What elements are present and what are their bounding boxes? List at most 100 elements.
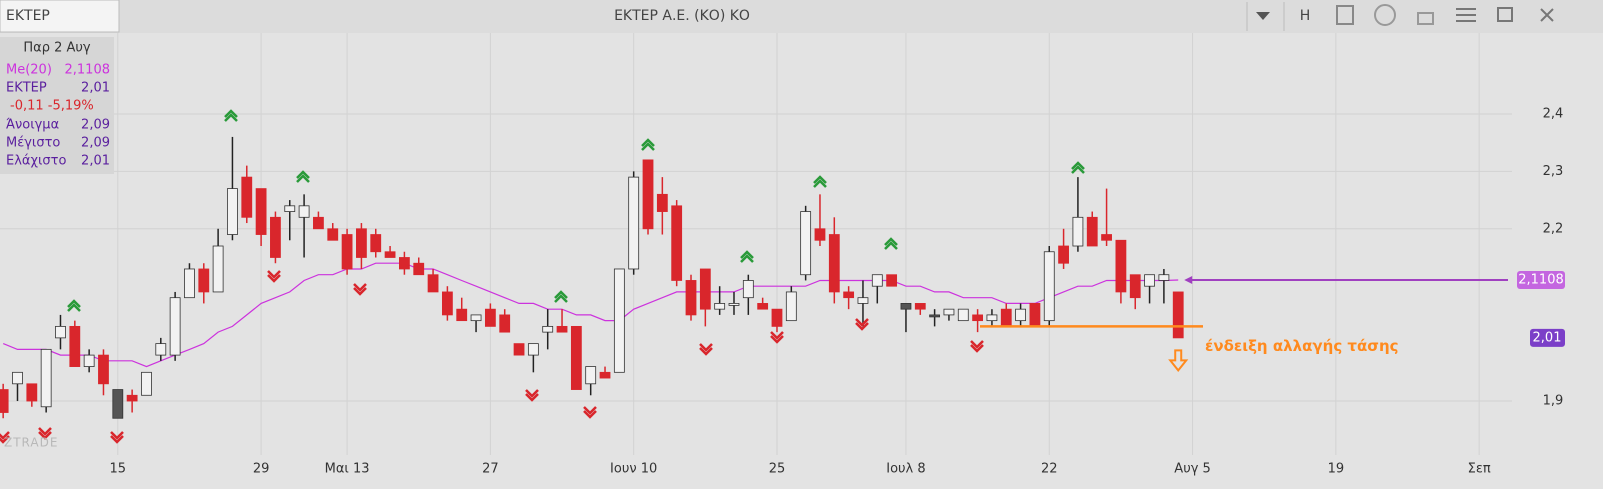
candle-body <box>542 325 554 333</box>
candle-body <box>613 268 625 373</box>
candle-body <box>986 314 998 322</box>
candle-body <box>671 205 683 281</box>
candle-body <box>1000 308 1012 327</box>
candle-body <box>699 268 711 310</box>
candle-body <box>914 303 926 310</box>
candle-body <box>40 348 52 408</box>
info-row-value: 2,01 <box>81 154 110 169</box>
candle-body <box>441 291 453 316</box>
candle-body <box>771 308 783 327</box>
candle-body <box>656 193 668 212</box>
candle-body <box>1072 216 1084 247</box>
candle-body <box>1144 274 1155 287</box>
candle-body <box>284 205 296 212</box>
down-marker <box>525 389 539 402</box>
candle-body <box>55 325 66 339</box>
menu-button[interactable] <box>1456 8 1476 22</box>
candle-body <box>1158 274 1170 281</box>
y-tick-label: 2,4 <box>1543 106 1564 121</box>
candle-body <box>98 354 109 385</box>
candle-body <box>212 245 224 293</box>
quote-button[interactable] <box>1374 4 1396 26</box>
pivot-markers <box>0 109 1085 444</box>
candle-body <box>1115 239 1127 293</box>
down-marker <box>38 427 52 440</box>
up-marker <box>884 237 898 250</box>
dropdown-button[interactable] <box>1256 12 1270 20</box>
x-tick-label: 29 <box>253 462 270 477</box>
candle-body <box>0 389 9 413</box>
x-tick-label: 15 <box>110 462 127 477</box>
candle-body <box>112 389 124 419</box>
info-ma-value: 2,1108 <box>65 63 111 78</box>
candle-body <box>341 234 353 270</box>
info-date: Παρ 2 Αυγ <box>23 41 91 56</box>
up-marker <box>1071 161 1085 174</box>
candle-body <box>255 188 267 235</box>
candle-body <box>1058 245 1069 264</box>
down-marker <box>110 431 124 444</box>
down-marker <box>583 406 597 419</box>
candle-body <box>141 371 152 396</box>
candle-body <box>527 343 539 356</box>
restore-button[interactable] <box>1497 7 1513 22</box>
down-marker <box>970 340 984 353</box>
up-marker <box>224 109 238 122</box>
info-ma-label: Me(20) <box>6 63 52 78</box>
candle-body <box>313 216 324 230</box>
x-tick-label: 22 <box>1041 462 1058 477</box>
close-button[interactable] <box>1540 8 1554 22</box>
x-tick-label: Σεπ <box>1468 462 1491 477</box>
candle-body <box>241 176 253 218</box>
info-change: -0,11 -5,19% <box>10 99 94 114</box>
plot-area <box>0 136 1184 419</box>
x-tick-label: Μαι 13 <box>325 462 370 477</box>
down-marker <box>0 431 10 444</box>
candle-body <box>843 291 855 299</box>
down-marker <box>699 343 713 356</box>
candle-body <box>628 176 640 270</box>
up-marker <box>296 170 310 183</box>
panel-button[interactable] <box>1336 5 1354 25</box>
h-button[interactable]: H <box>1300 8 1311 24</box>
x-tick-label: 25 <box>769 462 786 477</box>
candle-body <box>169 297 181 356</box>
down-marker <box>855 318 869 331</box>
candle-body <box>929 314 941 318</box>
candle-body <box>957 308 969 322</box>
info-row-value: 2,09 <box>81 136 110 151</box>
x-tick-label: 27 <box>482 462 499 477</box>
info-panel-bg <box>0 37 114 174</box>
x-tick-label: Ιουλ 8 <box>886 462 925 477</box>
up-marker <box>67 299 81 312</box>
candle-body <box>155 343 167 356</box>
lock-button[interactable] <box>1417 12 1434 25</box>
candle-body <box>427 274 439 293</box>
symbol-input[interactable] <box>0 0 120 33</box>
up-marker <box>813 175 827 188</box>
candle-body <box>556 325 568 333</box>
price-badge-label: 2,01 <box>1533 330 1562 345</box>
watermark: ZTRADE <box>4 436 58 450</box>
candle-body <box>1172 291 1184 339</box>
candle-body <box>943 308 955 316</box>
annotation-arrow <box>1168 349 1189 372</box>
candle-body <box>413 262 425 276</box>
candle-body <box>126 394 138 402</box>
down-marker <box>353 283 367 296</box>
toolbar: ΕΚΤΕΡ ΕΚΤΕΡ Α.Ε. (ΚΟ) ΚΟ H <box>0 0 1603 33</box>
candle-body <box>356 228 367 258</box>
candle-body <box>298 205 310 218</box>
up-marker <box>740 250 754 263</box>
candle-body <box>227 188 238 235</box>
down-markers <box>0 270 984 444</box>
candle-body <box>12 371 23 385</box>
candle-body <box>26 383 38 402</box>
grid: 1,9 2,2 2,3 2,4 15 29 Μαι 13 27 Ιουν 10 25 Ιουλ 8 2… <box>0 33 1563 477</box>
candle-body <box>742 280 754 299</box>
candle-body <box>1043 251 1055 322</box>
candle-body <box>484 308 496 327</box>
y-tick-label: 2,2 <box>1543 221 1564 236</box>
up-markers <box>67 109 1085 312</box>
candle-body <box>785 291 797 322</box>
